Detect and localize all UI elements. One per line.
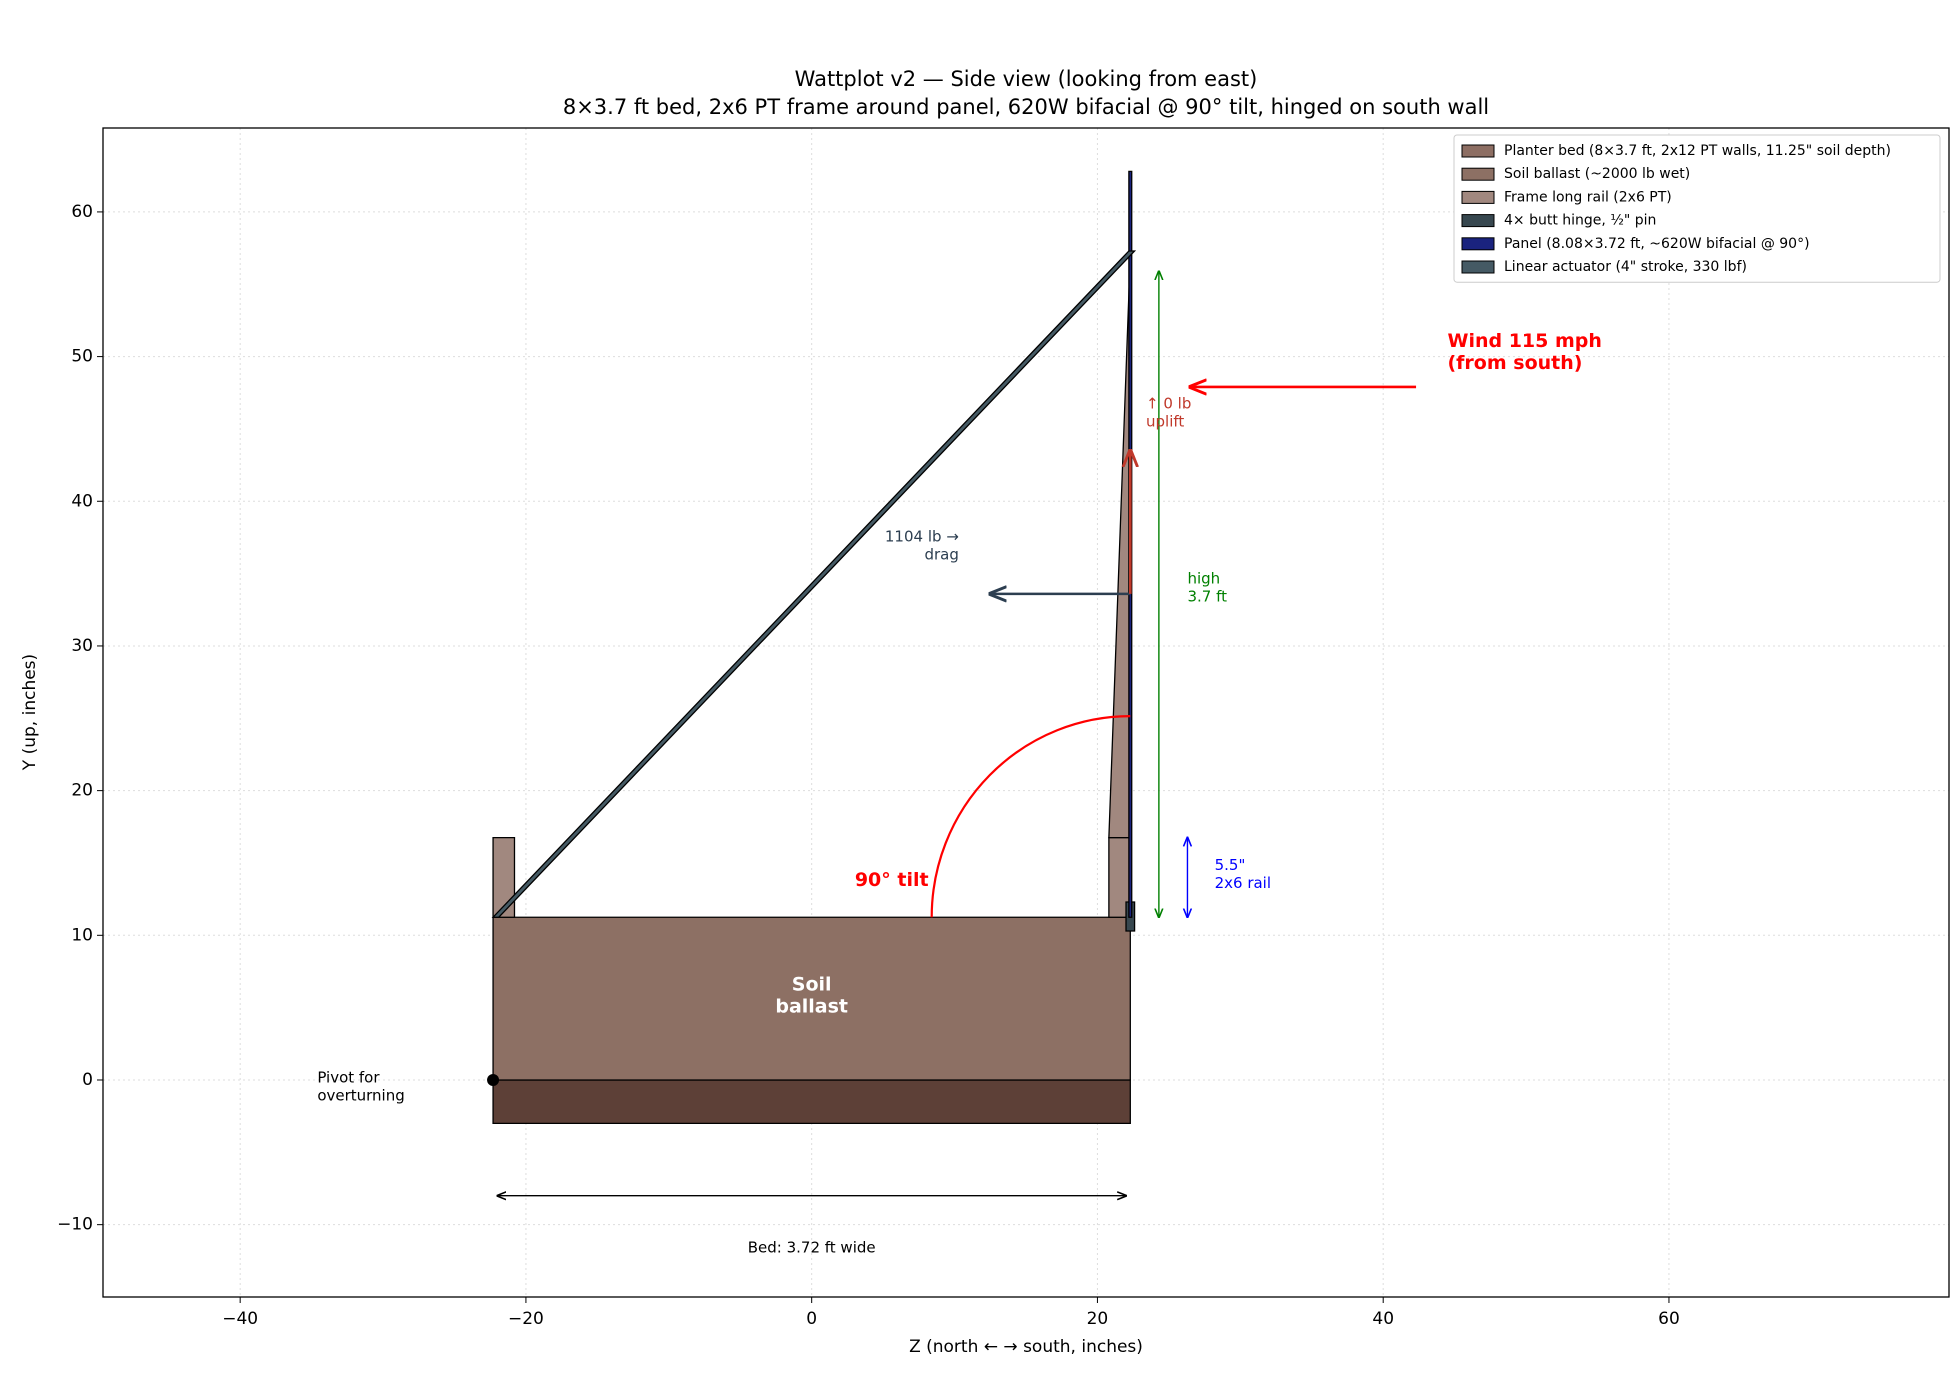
x-tick-label: 20 xyxy=(1087,1309,1109,1329)
legend-swatch xyxy=(1461,260,1495,274)
y-axis-label: Y (up, inches) xyxy=(20,654,40,771)
annotation: overturning xyxy=(317,1087,404,1105)
legend-swatch xyxy=(1461,167,1495,181)
legend-swatch xyxy=(1461,237,1495,251)
annotation: 2x6 rail xyxy=(1215,874,1271,892)
x-axis-label: Z (north ← → south, inches) xyxy=(909,1337,1143,1357)
legend-swatch xyxy=(1461,190,1495,204)
y-tick-label: 30 xyxy=(71,636,93,656)
annotation: uplift xyxy=(1146,413,1184,431)
shape xyxy=(1108,255,1131,839)
annotation: 90° tilt xyxy=(855,869,929,891)
x-tick-label: 60 xyxy=(1658,1309,1680,1329)
shape xyxy=(492,836,516,918)
x-tick-label: 40 xyxy=(1372,1309,1394,1329)
plot-frame xyxy=(102,127,1950,1298)
x-tick-label: −20 xyxy=(508,1309,544,1329)
legend-swatch xyxy=(1461,144,1495,158)
chart-subtitle: 8×3.7 ft bed, 2x6 PT frame around panel,… xyxy=(563,95,1489,119)
annotation: ballast xyxy=(775,996,848,1018)
annotation: Bed: 3.72 ft wide xyxy=(748,1238,876,1256)
x-tick-label: 0 xyxy=(806,1309,817,1329)
annotation: 5.5" xyxy=(1215,856,1246,874)
legend-label: Planter bed (8×3.7 ft, 2x12 PT walls, 11… xyxy=(1504,143,1891,159)
annotation: 1104 lb → xyxy=(885,528,959,546)
legend-label: 4× butt hinge, ½" pin xyxy=(1504,213,1656,229)
legend-label: Soil ballast (~2000 lb wet) xyxy=(1504,166,1690,182)
y-tick-label: 10 xyxy=(71,925,93,945)
y-tick-label: 0 xyxy=(82,1070,93,1090)
shape xyxy=(492,1079,1131,1125)
annotation: ↑ 0 lb xyxy=(1146,395,1191,413)
y-tick-label: −10 xyxy=(57,1215,93,1235)
annotation: Soil xyxy=(792,974,832,996)
annotation: Wind 115 mph xyxy=(1447,330,1601,352)
legend-swatch xyxy=(1461,214,1495,228)
shape xyxy=(491,250,1137,918)
legend-box xyxy=(1453,134,1941,283)
x-tick-label: −40 xyxy=(222,1309,258,1329)
legend-label: Panel (8.08×3.72 ft, ~620W bifacial @ 90… xyxy=(1504,236,1810,252)
annotation: drag xyxy=(924,546,958,564)
tilt-arc xyxy=(930,715,1131,918)
legend-label: Linear actuator (4" stroke, 330 lbf) xyxy=(1504,259,1747,275)
y-tick-label: 50 xyxy=(71,347,93,367)
chart-title: Wattplot v2 — Side view (looking from ea… xyxy=(795,67,1258,91)
y-tick-label: 60 xyxy=(71,202,93,222)
pivot-point xyxy=(487,1073,500,1086)
annotation: Pivot for xyxy=(317,1069,380,1087)
annotation: high xyxy=(1187,570,1220,588)
annotation: (from south) xyxy=(1447,352,1582,374)
annotation: 3.7 ft xyxy=(1187,588,1227,606)
y-tick-label: 20 xyxy=(71,781,93,801)
legend-label: Frame long rail (2x6 PT) xyxy=(1504,189,1672,205)
y-tick-label: 40 xyxy=(71,491,93,511)
